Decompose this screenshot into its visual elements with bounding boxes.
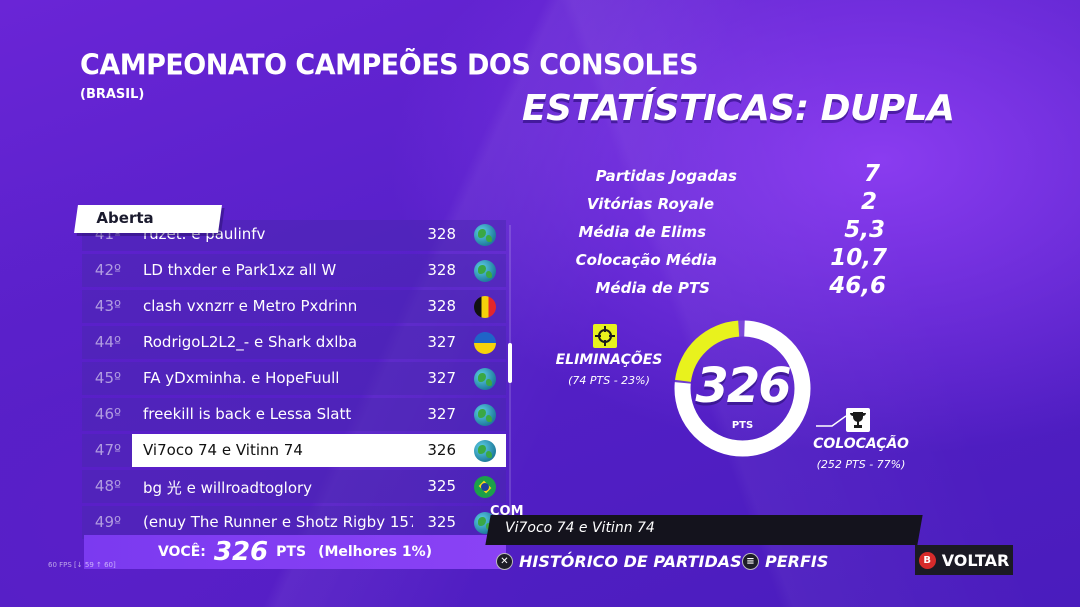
- leaderboard-row[interactable]: 44º RodrigoL2L2_- e Shark dxlba 327: [82, 326, 506, 359]
- row-team-name: clash vxnzrr e Metro Pxdrinn: [143, 297, 358, 315]
- globe-icon: [474, 440, 496, 462]
- brazil-flag-icon: [474, 476, 496, 498]
- row-team-name: LD thxder e Park1xz all W: [143, 261, 337, 279]
- row-highlight: [132, 434, 506, 467]
- row-rank: 42º: [94, 261, 122, 279]
- row-rank: 43º: [94, 297, 122, 315]
- b-button-icon: B: [918, 551, 936, 569]
- row-team-name: Vi7oco 74 e Vitinn 74: [143, 441, 303, 459]
- leaderboard-row[interactable]: 49º (enuy The Runner e Shotz Rigby 157 325: [82, 506, 506, 539]
- leaderboard-row[interactable]: 45º FA yDxminha. e HopeFuull 327: [82, 362, 506, 395]
- row-rank: 46º: [94, 405, 122, 423]
- row-rank: 48º: [94, 477, 122, 495]
- stat-value: 46,6: [829, 273, 886, 299]
- row-points: 327: [427, 369, 456, 387]
- x-button-icon: ✕: [496, 553, 513, 570]
- globe-icon: [474, 368, 496, 390]
- row-points: 326: [427, 441, 456, 459]
- row-rank: 45º: [94, 369, 122, 387]
- stat-value: 2: [860, 189, 877, 215]
- row-team-name: RodrigoL2L2_- e Shark dxlba: [143, 333, 358, 351]
- row-points: 325: [427, 513, 456, 531]
- profiles-label: PERFIS: [765, 552, 829, 571]
- match-history-label: HISTÓRICO DE PARTIDAS: [519, 552, 742, 571]
- donut-points-unit: PTS: [731, 420, 754, 431]
- leaderboard-row[interactable]: 48º bg 光 e willroadtoglory 325: [82, 470, 506, 503]
- row-team-name: FA yDxminha. e HopeFuull: [143, 369, 340, 387]
- leaderboard-row[interactable]: 42º LD thxder e Park1xz all W 328: [82, 254, 506, 287]
- row-rank: 47º: [94, 441, 122, 459]
- globe-icon: [474, 224, 496, 246]
- row-points: 328: [427, 225, 456, 243]
- tab-label: Aberta: [96, 209, 154, 227]
- row-team-name: (enuy The Runner e Shotz Rigby 157: [143, 513, 413, 531]
- donut-total-points: 326: [695, 358, 791, 414]
- row-rank: 44º: [94, 333, 122, 351]
- stat-label: Vitórias Royale: [586, 195, 714, 213]
- row-team-name: bg 光 e willroadtoglory: [143, 479, 313, 497]
- stat-label: Colocação Média: [575, 251, 717, 269]
- placement-detail: (252 PTS - 77%): [816, 458, 906, 471]
- match-history-button[interactable]: ✕ HISTÓRICO DE PARTIDAS: [496, 552, 742, 571]
- elims-detail: (74 PTS - 23%): [568, 374, 650, 387]
- stats-title: ESTATÍSTICAS: DUPLA: [522, 88, 955, 129]
- ukraine-flag-icon: [474, 332, 496, 354]
- back-label: VOLTAR: [941, 550, 1010, 570]
- tournament-title: CAMPEONATO CAMPEÕES DOS CONSOLES: [80, 49, 699, 82]
- globe-icon: [474, 260, 496, 282]
- options-button-icon: ≡: [742, 553, 759, 570]
- you-points-unit: PTS: [276, 544, 307, 560]
- stat-value: 5,3: [844, 217, 885, 243]
- leaderboard-row[interactable]: 46º freekill is back e Lessa Slatt 327: [82, 398, 506, 431]
- stat-value: 7: [863, 161, 880, 187]
- placement-connector: [816, 415, 846, 427]
- you-label: VOCÊ:: [157, 544, 206, 560]
- row-points: 327: [427, 405, 456, 423]
- globe-icon: [474, 404, 496, 426]
- trophy-icon: [846, 408, 870, 432]
- row-points: 328: [427, 297, 456, 315]
- points-donut-chart: 326 PTS: [670, 316, 815, 461]
- placement-arc: [674, 320, 811, 457]
- belgium-flag-icon: [474, 296, 496, 318]
- stat-label: Média de PTS: [595, 279, 711, 297]
- teammates-names: Vi7oco 74 e Vitinn 74: [505, 520, 655, 536]
- profiles-button[interactable]: ≡ PERFIS: [742, 552, 828, 571]
- you-points: 326: [213, 537, 269, 567]
- row-team-name: freekill is back e Lessa Slatt: [143, 405, 352, 423]
- elims-label: ELIMINAÇÕES: [555, 352, 663, 368]
- leaderboard-scrollbar-thumb[interactable]: [508, 343, 512, 383]
- stat-label: Partidas Jogadas: [595, 167, 737, 185]
- stat-value: 10,7: [830, 245, 887, 271]
- placement-label: COLOCAÇÃO: [813, 436, 909, 452]
- row-points: 327: [427, 333, 456, 351]
- stat-label: Média de Elims: [578, 223, 706, 241]
- your-score-bar: VOCÊ: 326 PTS (Melhores 1%): [84, 535, 506, 569]
- leaderboard-row-selected[interactable]: 47º Vi7oco 74 e Vitinn 74 326: [82, 434, 506, 467]
- back-button[interactable]: B VOLTAR: [915, 545, 1013, 575]
- you-percentile: (Melhores 1%): [318, 544, 433, 560]
- teammates-label: COM: [490, 504, 524, 519]
- leaderboard-list[interactable]: 41º ruzet. e paulinfv 328 42º LD thxder e Pa…: [82, 220, 506, 540]
- row-points: 328: [427, 261, 456, 279]
- leaderboard-row[interactable]: 43º clash vxnzrr e Metro Pxdrinn 328: [82, 290, 506, 323]
- fps-counter: 60 FPS [↓ 59 ↑ 60]: [48, 561, 116, 569]
- row-points: 325: [427, 477, 456, 495]
- crosshair-icon: [593, 324, 617, 348]
- row-rank: 49º: [94, 513, 122, 531]
- tab-aberta[interactable]: Aberta: [74, 205, 222, 233]
- tournament-region: (BRASIL): [80, 87, 145, 102]
